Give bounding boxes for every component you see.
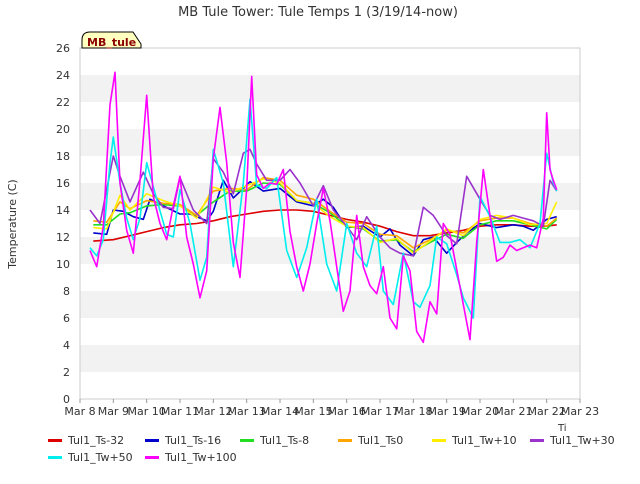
site-badge: MB_tule <box>81 31 142 49</box>
legend-swatch <box>432 439 446 442</box>
grid-band <box>80 372 580 399</box>
x-tick-label: Mar 13 <box>228 405 266 418</box>
chart-title: MB Tule Tower: Tule Temps 1 (3/19/14-now… <box>178 5 458 20</box>
legend-label: Tul1_Tw+30 <box>550 434 615 447</box>
y-tick-label: 18 <box>56 150 70 163</box>
y-axis-label: Temperature (C) <box>6 179 19 269</box>
grid-band <box>80 48 580 75</box>
legend-label: Tul1_Ts-32 <box>68 434 125 447</box>
x-tick-label: Mar 16 <box>328 405 366 418</box>
grid-band <box>80 156 580 183</box>
y-tick-label: 4 <box>63 339 70 352</box>
site-badge-label: MB_tule <box>87 36 136 49</box>
legend-item: Tul1_Tw+30 <box>530 434 615 447</box>
y-tick-label: 8 <box>63 285 70 298</box>
y-tick-label: 10 <box>56 258 70 271</box>
x-tick-label: Mar 8 <box>64 405 95 418</box>
grid-band <box>80 264 580 291</box>
y-tick-label: 6 <box>63 312 70 325</box>
x-axis-label: Ti <box>557 423 567 434</box>
y-tick-label: 24 <box>56 69 70 82</box>
grid-band <box>80 75 580 102</box>
x-tick-label: Mar 15 <box>294 405 332 418</box>
legend-swatch <box>48 456 62 459</box>
series-line-tul1-tw-10 <box>93 178 558 254</box>
grid-band <box>80 102 580 129</box>
grid-band <box>80 345 580 372</box>
legend-item: Tul1_Ts-8 <box>240 434 309 447</box>
x-tick-label: Mar 17 <box>361 405 399 418</box>
legend-label: Tul1_Ts-16 <box>165 434 222 447</box>
grid-band <box>80 129 580 156</box>
legend-swatch <box>48 439 62 442</box>
x-tick-label: Mar 11 <box>161 405 199 418</box>
grid-band <box>80 291 580 318</box>
series-lines <box>89 71 558 344</box>
legend-item: Tul1_Tw+100 <box>145 451 237 464</box>
series-line-tul1-tw-100 <box>89 71 558 344</box>
legend-row: Tul1_Ts-32 Tul1_Ts-16 Tul1_Ts-8 Tul1_Ts0 Tul… <box>40 434 620 450</box>
legend-row: Tul1_Tw+50 Tul1_Tw+100 <box>40 451 620 467</box>
y-tick-label: 0 <box>63 393 70 406</box>
legend-label: Tul1_Ts-8 <box>260 434 310 447</box>
plot-frame <box>79 47 581 400</box>
legend-item: Tul1_Tw+10 <box>432 434 517 447</box>
legend-item: Tul1_Ts-16 <box>145 434 221 447</box>
y-tick-label: 26 <box>56 42 70 55</box>
legend-item: Tul1_Ts0 <box>338 434 403 447</box>
legend-swatch <box>145 439 159 442</box>
x-tick-label: Mar 9 <box>98 405 129 418</box>
x-tick-label: Mar 23 <box>561 405 599 418</box>
legend-item: Tul1_Ts-32 <box>48 434 124 447</box>
grid-band <box>80 237 580 264</box>
y-tick-label: 2 <box>63 366 70 379</box>
x-tick-label: Mar 18 <box>394 405 432 418</box>
x-tick-label: Mar 22 <box>528 405 566 418</box>
legend-label: Tul1_Tw+10 <box>452 434 517 447</box>
grid-band <box>80 318 580 345</box>
y-tick-label: 20 <box>56 123 70 136</box>
y-tick-label: 12 <box>56 231 70 244</box>
legend-item: Tul1_Tw+50 <box>48 451 133 464</box>
x-tick-label: Mar 21 <box>494 405 532 418</box>
y-tick-label: 16 <box>56 177 70 190</box>
legend-label: Tul1_Tw+100 <box>165 451 237 464</box>
legend-swatch <box>240 439 254 442</box>
y-tick-label: 22 <box>56 96 70 109</box>
legend-swatch <box>145 456 159 459</box>
x-tick-label: Mar 14 <box>261 405 299 418</box>
y-tick-label: 14 <box>56 204 70 217</box>
legend-swatch <box>530 439 544 442</box>
x-tick-label: Mar 12 <box>194 405 232 418</box>
legend-swatch <box>338 439 352 442</box>
x-tick-label: Mar 10 <box>128 405 166 418</box>
x-tick-label: Mar 19 <box>428 405 466 418</box>
legend-label: Tul1_Tw+50 <box>68 451 133 464</box>
legend-label: Tul1_Ts0 <box>358 434 404 447</box>
x-tick-label: Mar 20 <box>461 405 499 418</box>
